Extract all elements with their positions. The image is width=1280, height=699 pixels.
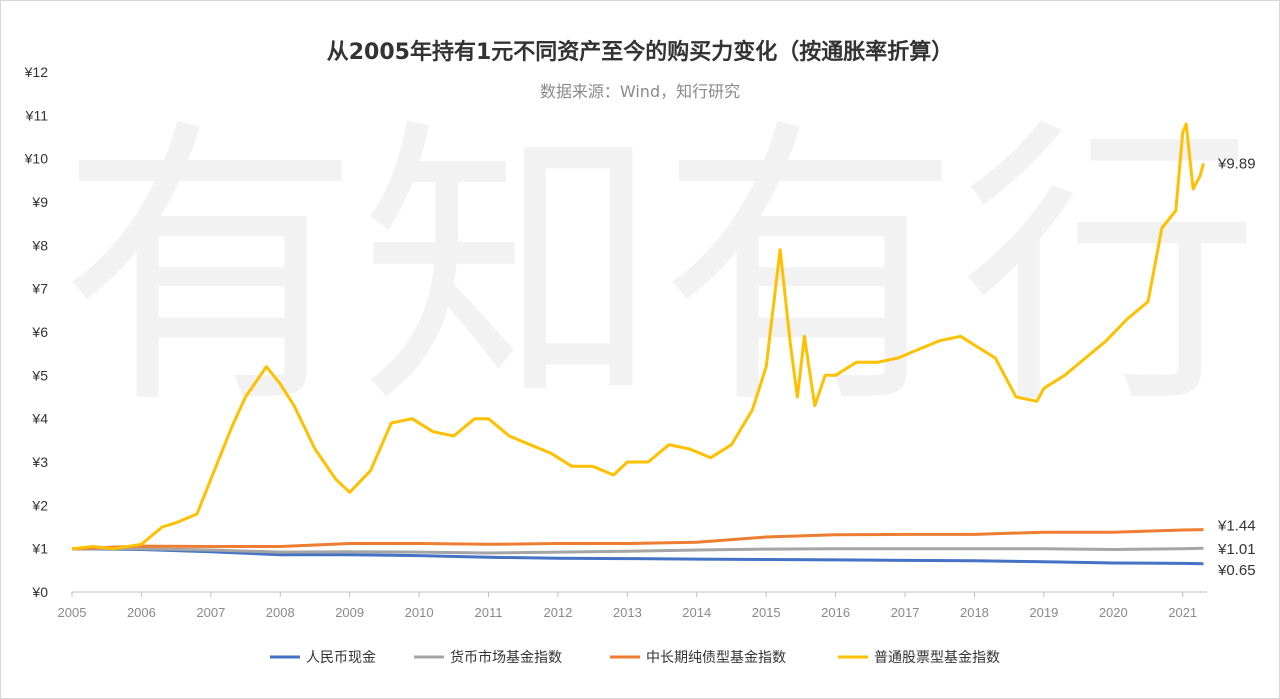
y-tick-label: ¥5 [31, 367, 48, 383]
x-tick-label: 2010 [405, 605, 434, 620]
y-tick-label: ¥6 [31, 324, 48, 340]
y-tick-label: ¥2 [31, 497, 48, 513]
x-tick-label: 2005 [58, 605, 87, 620]
x-tick-label: 2011 [475, 605, 503, 620]
x-tick-label: 2014 [682, 605, 711, 620]
end-value-label: ¥1.01 [1217, 541, 1256, 558]
x-tick-label: 2006 [127, 605, 156, 620]
x-tick-label: 2015 [752, 605, 781, 620]
series-line-0 [71, 547, 1204, 566]
x-tick-label: 2017 [891, 605, 920, 620]
legend-label: 普通股票型基金指数 [874, 649, 1000, 666]
x-tick-label: 2012 [543, 605, 572, 620]
y-tick-label: ¥11 [25, 107, 49, 123]
x-tick-label: 2021 [1168, 605, 1197, 620]
x-tick-label: 2019 [1029, 605, 1058, 620]
y-tick-label: ¥12 [24, 64, 49, 80]
x-tick-label: 2008 [266, 605, 295, 620]
y-tick-label: ¥7 [31, 281, 48, 297]
x-tick-label: 2007 [196, 605, 225, 620]
y-tick-label: ¥0 [31, 584, 48, 600]
legend-label: 货币市场基金指数 [450, 649, 562, 666]
x-tick-label: 2020 [1099, 605, 1128, 620]
legend-label: 中长期纯债型基金指数 [646, 649, 786, 666]
end-value-label: ¥1.44 [1217, 518, 1256, 535]
x-tick-label: 2013 [613, 605, 642, 620]
x-tick-label: 2016 [821, 605, 850, 620]
series-line-2 [71, 528, 1204, 551]
y-tick-label: ¥1 [31, 541, 48, 557]
x-tick-label: 2018 [960, 605, 989, 620]
y-tick-label: ¥8 [31, 237, 48, 253]
y-tick-label: ¥3 [31, 454, 48, 470]
y-tick-label: ¥10 [24, 151, 49, 167]
x-tick-label: 2009 [335, 605, 364, 620]
series-line-1 [72, 546, 1204, 555]
series-line-3 [71, 122, 1205, 551]
y-tick-label: ¥9 [31, 194, 48, 210]
chart-subtitle: 数据来源：Wind，知行研究 [539, 82, 741, 101]
legend-label: 人民币现金 [306, 650, 376, 666]
end-value-label: ¥0.65 [1217, 562, 1256, 579]
y-tick-label: ¥4 [31, 411, 48, 427]
end-value-label: ¥9.89 [1217, 155, 1256, 172]
chart-title: 从2005年持有1元不同资产至今的购买力变化（按通胀率折算） [326, 40, 954, 65]
